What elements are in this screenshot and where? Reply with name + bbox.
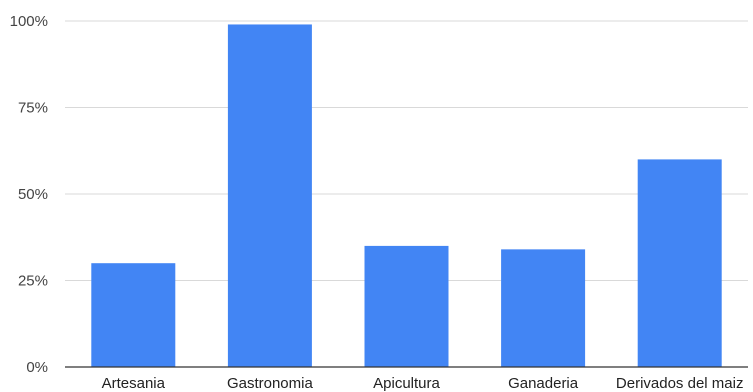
x-tick-label: Ganaderia xyxy=(508,375,579,392)
x-tick-label: Artesania xyxy=(102,375,166,392)
bar-artesania xyxy=(91,263,176,367)
y-axis-ticks: 0% 25% 50% 75% 100% xyxy=(10,13,48,376)
bar-apicultura xyxy=(364,245,449,367)
x-tick-label: Derivados del maiz xyxy=(616,375,744,392)
x-tick-label: Apicultura xyxy=(373,375,440,392)
bars xyxy=(91,24,722,368)
x-tick-label: Gastronomia xyxy=(227,375,314,392)
y-tick-label: 75% xyxy=(18,100,48,117)
bar-derivados-del-maiz xyxy=(637,159,722,367)
bar-gastronomia xyxy=(227,24,312,368)
y-tick-label: 25% xyxy=(18,273,48,290)
x-axis-ticks: Artesania Gastronomia Apicultura Ganaderia D… xyxy=(102,375,744,392)
y-tick-label: 100% xyxy=(10,13,48,30)
y-tick-label: 50% xyxy=(18,186,48,203)
y-tick-label: 0% xyxy=(26,359,48,376)
bar-ganaderia xyxy=(501,249,586,367)
